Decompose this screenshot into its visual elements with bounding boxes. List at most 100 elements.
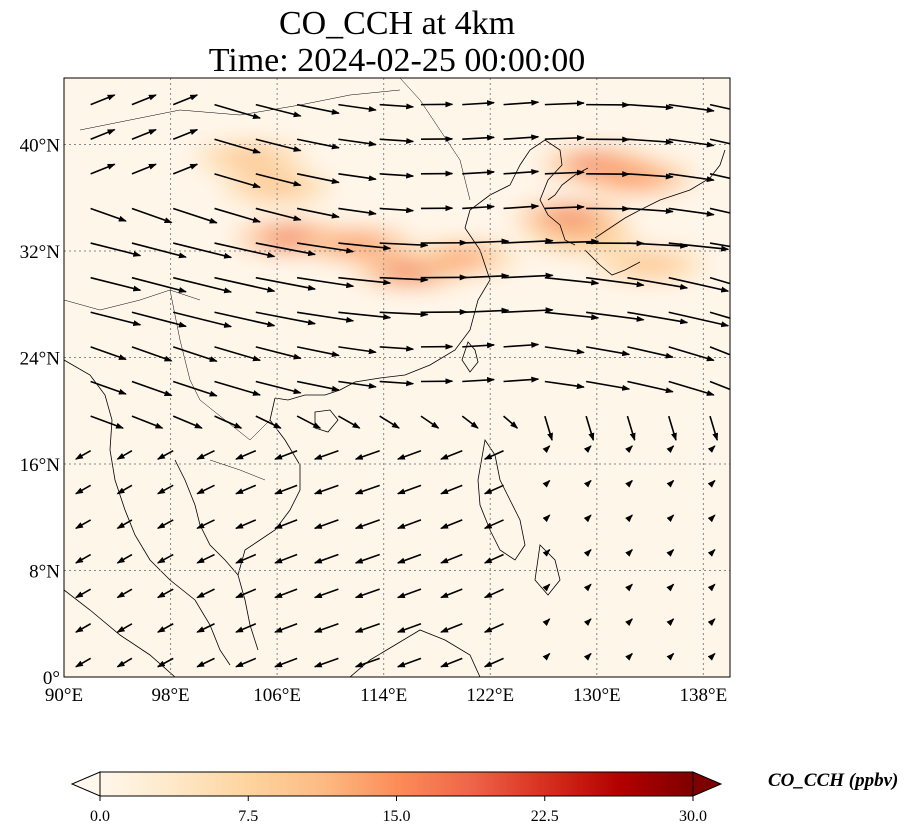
wind-arrow [75,553,92,564]
map-subtitle-time: Time: 2024-02-25 00:00:00 [208,42,586,79]
wind-arrow [627,138,674,145]
wind-arrow [542,652,551,661]
x-tick-label: 130°E [573,685,621,706]
wind-arrow [668,207,715,217]
wind-arrow [503,99,540,106]
wind-arrow [542,583,551,592]
wind-arrow [396,449,422,460]
wind-arrow [379,415,400,429]
wind-arrow [255,415,282,429]
wind-arrow [156,519,174,530]
x-tick-label: 138°E [680,685,728,706]
wind-arrow [90,207,127,222]
wind-arrow [586,311,645,322]
wind-arrow [116,450,133,460]
wind-arrow [379,241,429,248]
wind-arrow [131,128,157,140]
wind-arrow [214,380,261,396]
wind-arrow [542,549,551,557]
wind-arrow [255,103,302,118]
wind-arrow [462,273,510,280]
y-tick-label: 24°N [20,349,61,370]
wind-arrow [274,553,298,564]
wind-arrow [296,242,355,254]
wind-arrow [627,380,674,394]
wind-arrow [338,207,377,216]
wind-arrow [172,128,199,140]
wind-arrow [131,311,187,328]
wind-arrow [379,311,429,318]
co-plume-core-6 [540,209,601,226]
wind-arrow [255,138,302,152]
wind-arrow [483,484,504,495]
x-axis-ticks: 90°E 98°E 106°E 114°E 122°E 130°E 138°E [45,685,727,706]
wind-arrow [483,449,504,460]
wind-arrow [214,311,276,328]
wind-arrow [666,549,675,557]
wind-arrow [379,138,415,145]
wind-arrow [627,103,674,111]
x-tick-label: 106°E [253,685,301,706]
wind-arrow [196,449,215,460]
wind-arrow [668,276,730,293]
y-tick-label: 0° [43,668,60,689]
wind-arrow [503,168,540,175]
wind-arrow [396,588,422,599]
wind-arrow [542,618,551,627]
wind-arrow [625,479,633,488]
wind-arrow [156,588,174,599]
wind-arrow [379,207,415,214]
wind-arrow [440,623,463,633]
wind-arrow [354,623,380,633]
wind-arrow [354,484,380,495]
wind-arrow [173,311,233,328]
wind-arrow [354,588,380,599]
wind-arrow [544,134,585,141]
wind-arrow [625,549,633,557]
wind-arrow [313,449,339,460]
wind-arrow [627,276,689,290]
wind-arrow [542,514,551,523]
wind-arrow [396,623,422,633]
wind-arrow [90,242,142,257]
wind-arrow [483,553,504,564]
wind-arrow [255,380,302,395]
x-tick-label: 122°E [466,685,514,706]
wind-arrow [483,519,504,530]
coastlines [64,78,726,677]
wind-arrow [709,346,730,356]
wind-arrow [707,652,716,661]
wind-arrow [255,173,302,187]
wind-arrow [313,519,339,530]
colorbar: 0.0 7.5 15.0 22.5 30.0 [70,771,723,825]
wind-arrow [354,519,380,530]
wind-arrow [709,173,730,180]
wind-arrow [707,479,716,488]
wind-arrow [214,346,261,362]
wind-arrow [544,346,585,355]
wind-arrow [396,519,422,530]
wind-arrow [461,415,479,429]
map-frame [63,77,731,678]
wind-arrow [666,479,675,488]
wind-arrow [255,276,317,291]
wind-arrow [156,484,174,495]
wind-arrow [172,207,218,224]
wind-arrow [214,242,276,258]
wind-arrow [503,272,554,279]
wind-arrow [709,242,730,248]
wind-arrow [462,203,496,210]
y-tick-label: 16°N [20,455,61,476]
colorbar-label: CO_CCH (ppbv) [768,770,899,791]
wind-arrow [156,623,174,633]
wind-arrow [75,588,92,599]
wind-arrow [338,173,377,182]
wind-arrow [462,169,496,176]
wind-arrow [379,103,415,110]
wind-arrow [709,207,730,214]
wind-arrow [583,479,592,488]
wind-arrow [544,311,600,321]
wind-arrow [196,519,215,530]
wind-arrow [542,479,551,488]
